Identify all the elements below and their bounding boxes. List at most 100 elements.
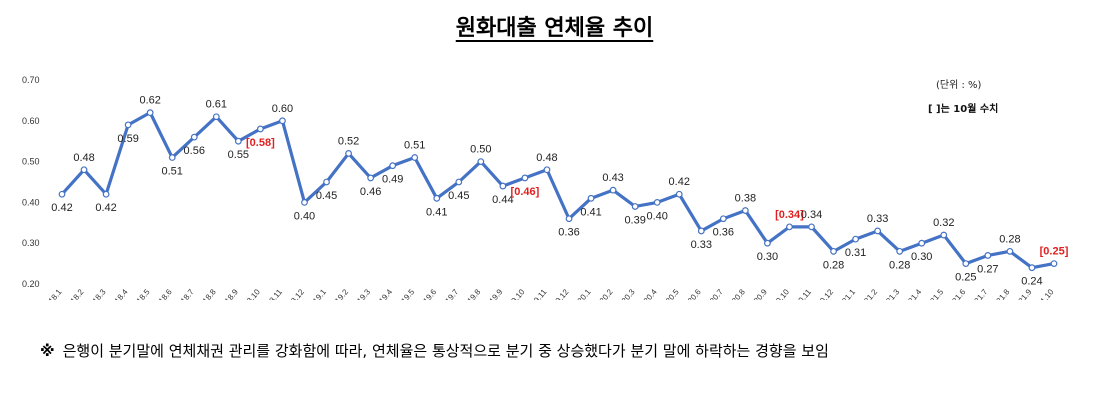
x-tick-label: '20.3 xyxy=(619,287,637,300)
y-tick-label: 0.20 xyxy=(22,279,40,289)
data-label: 0.24 xyxy=(1021,276,1042,288)
data-label: 0.62 xyxy=(139,95,160,107)
data-point xyxy=(521,174,529,182)
data-point xyxy=(631,203,639,210)
x-tick-label: '18.5 xyxy=(134,287,152,300)
series-line xyxy=(58,109,1058,272)
x-tick-label: '20.10 xyxy=(770,287,791,300)
x-tick-label: '21.5 xyxy=(927,287,945,300)
data-label: 0.42 xyxy=(95,202,116,214)
x-tick-label: '21.2 xyxy=(861,287,879,300)
data-point xyxy=(1006,247,1014,255)
data-point xyxy=(389,162,397,170)
y-tick-label: 0.40 xyxy=(22,197,40,207)
x-tick-label: '21.10 xyxy=(1035,287,1056,300)
data-label: 0.38 xyxy=(735,193,756,205)
x-tick-label: '21.9 xyxy=(1016,287,1034,300)
data-label: 0.50 xyxy=(470,144,491,156)
data-point xyxy=(984,252,992,259)
x-tick-label: '19.12 xyxy=(550,287,571,300)
y-tick-label: 0.60 xyxy=(22,116,40,126)
data-point xyxy=(234,137,242,145)
data-label: 0.48 xyxy=(536,152,557,164)
data-label: 0.51 xyxy=(404,140,425,152)
data-label: 0.61 xyxy=(206,99,227,111)
data-point xyxy=(675,190,683,198)
data-label: 0.30 xyxy=(757,251,778,263)
x-tick-label: '18.8 xyxy=(200,287,218,300)
data-label: 0.52 xyxy=(338,135,359,147)
data-label: 0.31 xyxy=(845,247,866,259)
data-point xyxy=(367,174,375,182)
data-point xyxy=(1028,264,1036,272)
x-tick-label: '21.7 xyxy=(972,287,990,300)
x-tick-label: '19.6 xyxy=(420,287,438,300)
x-tick-label: '20.2 xyxy=(597,287,615,300)
x-tick-label: '18.10 xyxy=(241,287,262,300)
data-point xyxy=(697,227,705,235)
bracket-note: [ ]는 10월 수치 xyxy=(928,104,999,115)
x-tick-label: '21.6 xyxy=(949,287,967,300)
data-label: 0.40 xyxy=(294,210,315,222)
x-tick-label: '19.3 xyxy=(354,287,372,300)
footnote-text: 은행이 분기말에 연체채권 관리를 강화함에 따라, 연체율은 통상적으로 분기… xyxy=(62,342,829,360)
data-label: 0.39 xyxy=(624,214,645,226)
data-point xyxy=(940,231,948,239)
data-point xyxy=(741,207,749,214)
x-tick-label: '19.9 xyxy=(487,287,505,300)
x-tick-label: '18.2 xyxy=(68,287,86,300)
x-tick-label: '20.4 xyxy=(641,287,659,300)
x-tick-label: '18.4 xyxy=(112,287,130,300)
data-point xyxy=(80,166,88,174)
data-point xyxy=(764,239,771,247)
x-tick-label: '21.8 xyxy=(994,287,1012,300)
data-label: 0.33 xyxy=(867,213,888,225)
data-point xyxy=(896,247,904,255)
data-label: 0.41 xyxy=(426,206,447,218)
data-label: 0.56 xyxy=(184,145,205,157)
data-label: 0.42 xyxy=(51,202,72,214)
x-tick-label: '20.9 xyxy=(751,287,769,300)
chart-title: 원화대출 연체율 추이 xyxy=(455,16,654,41)
x-tick-label: '18.7 xyxy=(178,287,196,300)
data-label: 0.42 xyxy=(669,176,690,188)
y-tick-label: 0.70 xyxy=(22,75,40,85)
data-point xyxy=(565,215,573,223)
data-label: 0.25 xyxy=(955,272,976,284)
x-tick-label: '20.1 xyxy=(575,287,593,300)
x-tick-label: '20.5 xyxy=(663,287,681,300)
data-point xyxy=(808,223,815,231)
data-point xyxy=(102,190,110,198)
data-label: 0.43 xyxy=(602,172,623,184)
data-point xyxy=(719,215,727,223)
data-label: 0.45 xyxy=(448,190,469,202)
x-tick-label: '21.3 xyxy=(883,287,901,300)
line-chart: 0.70 0.60 0.50 0.40 0.30 0.20 '18.1 '18.2 '18.3… xyxy=(22,75,1069,300)
x-tick-label: '19.10 xyxy=(506,287,527,300)
data-point xyxy=(587,194,595,202)
data-point xyxy=(962,260,970,268)
data-point xyxy=(653,198,661,206)
x-tick-label: '19.5 xyxy=(398,287,416,300)
data-point xyxy=(323,178,330,186)
x-tick-label: '21.1 xyxy=(839,287,857,300)
data-label: 0.59 xyxy=(117,133,138,145)
x-tick-label: '19.2 xyxy=(332,287,350,300)
data-point xyxy=(168,154,176,161)
data-point xyxy=(609,186,617,194)
data-point xyxy=(477,158,485,165)
x-tick-label: '19.4 xyxy=(376,287,394,300)
data-point xyxy=(190,133,198,141)
y-tick-label: 0.50 xyxy=(22,157,40,167)
x-tick-label: '18.6 xyxy=(156,287,174,300)
data-label: 0.27 xyxy=(977,263,998,275)
data-point xyxy=(58,190,66,198)
footnote-mark: ※ xyxy=(40,342,55,360)
data-point xyxy=(852,235,859,243)
data-point xyxy=(543,166,551,174)
data-point xyxy=(455,178,463,186)
x-tick-label: '18.9 xyxy=(222,287,240,300)
data-label: 0.34 xyxy=(801,209,822,221)
data-label: 0.46 xyxy=(360,186,381,198)
x-axis: '18.1 '18.2 '18.3 '18.4 '18.5 '18.6 '18.7 '18.8… xyxy=(46,287,1056,300)
